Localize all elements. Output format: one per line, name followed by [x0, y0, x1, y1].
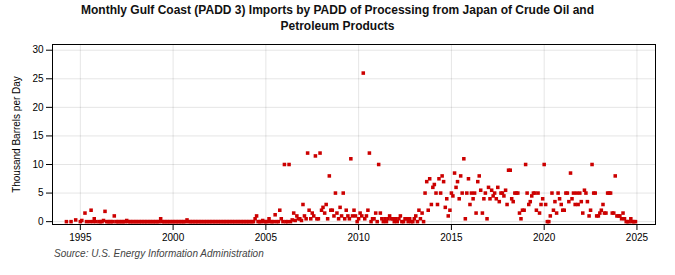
svg-text:Thousand Barrels per Day: Thousand Barrels per Day	[11, 76, 22, 193]
html-text:Monthly Gulf Coast (PADD 3) Im: Monthly Gulf Coast (PADD 3) Imports by P…	[81, 3, 594, 33]
svg-text:2000: 2000	[162, 232, 185, 243]
svg-text:2025: 2025	[626, 232, 649, 243]
svg-text:25: 25	[32, 73, 44, 84]
svg-text:1995: 1995	[69, 232, 92, 243]
svg-text:0: 0	[38, 216, 44, 227]
svg-text:2010: 2010	[348, 232, 371, 243]
svg-text:10: 10	[32, 159, 44, 170]
svg-text:2015: 2015	[440, 232, 463, 243]
svg-text:20: 20	[32, 102, 44, 113]
html-text:Source: U.S. Energy Informatio: Source: U.S. Energy Information Administ…	[54, 248, 264, 260]
svg-text:2005: 2005	[255, 232, 278, 243]
svg-text:15: 15	[32, 130, 44, 141]
svg-text:30: 30	[32, 45, 44, 56]
svg-text:2020: 2020	[533, 232, 556, 243]
svg-text:5: 5	[38, 187, 44, 198]
